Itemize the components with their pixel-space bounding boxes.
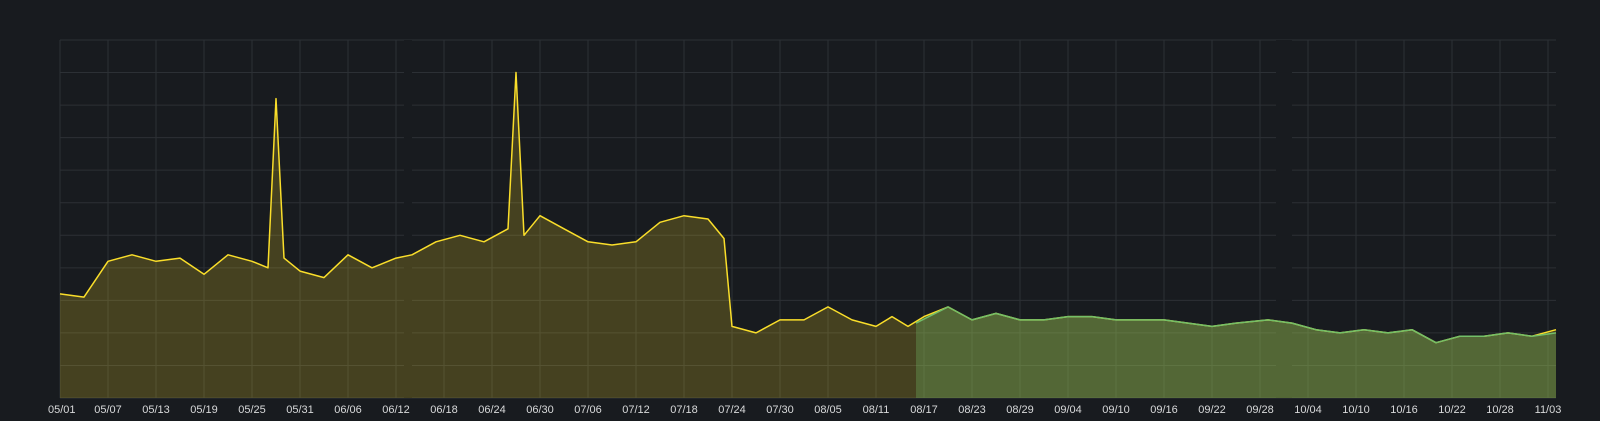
x-tick-label: 07/30 xyxy=(766,404,794,416)
x-tick-label: 08/05 xyxy=(814,404,842,416)
x-tick-label: 09/22 xyxy=(1198,404,1226,416)
x-tick-label: 11/03 xyxy=(1535,404,1562,416)
x-tick-label: 09/28 xyxy=(1246,404,1274,416)
x-tick-label: 08/11 xyxy=(863,404,890,416)
series-line-2 xyxy=(915,306,1557,344)
x-tick-label: 05/19 xyxy=(190,404,218,416)
x-tick-label: 10/16 xyxy=(1390,404,1418,416)
x-tick-label: 05/01 xyxy=(48,404,76,416)
x-tick-label: 10/10 xyxy=(1342,404,1370,416)
data-gaps xyxy=(404,40,1292,398)
series-areas xyxy=(60,72,1556,398)
x-tick-label: 08/29 xyxy=(1006,404,1034,416)
x-tick-label: 05/25 xyxy=(238,404,266,416)
x-tick-label: 10/22 xyxy=(1438,404,1466,416)
x-tick-label: 05/13 xyxy=(142,404,170,416)
x-tick-label: 05/07 xyxy=(94,404,122,416)
x-tick-label: 09/16 xyxy=(1150,404,1178,416)
series-lines xyxy=(59,71,1557,344)
x-tick-label: 09/04 xyxy=(1054,404,1082,416)
x-tick-label: 07/24 xyxy=(718,404,746,416)
x-tick-label: 10/28 xyxy=(1486,404,1514,416)
x-axis-ticks: 05/01 05/07 05/13 05/19 05/25 05/31 06/06 06/12… xyxy=(48,404,1561,416)
x-tick-label: 06/06 xyxy=(334,404,362,416)
x-tick-label: 07/06 xyxy=(574,404,602,416)
x-tick-label: 06/24 xyxy=(478,404,506,416)
series-area-2 xyxy=(916,306,1556,398)
series-area-1 xyxy=(60,72,1556,398)
x-tick-label: 06/12 xyxy=(382,404,410,416)
x-tick-label: 06/18 xyxy=(430,404,458,416)
x-tick-label: 06/30 xyxy=(526,404,554,416)
x-tick-label: 09/10 xyxy=(1102,404,1130,416)
x-tick-label: 07/18 xyxy=(670,404,698,416)
x-tick-label: 08/17 xyxy=(910,404,938,416)
data-gap xyxy=(1276,40,1292,398)
x-tick-label: 07/12 xyxy=(622,404,650,416)
x-tick-label: 08/23 xyxy=(958,404,986,416)
chart-grid xyxy=(59,39,1556,399)
x-tick-label: 05/31 xyxy=(286,404,314,416)
data-gap xyxy=(404,40,412,398)
x-tick-label: 10/04 xyxy=(1294,404,1322,416)
